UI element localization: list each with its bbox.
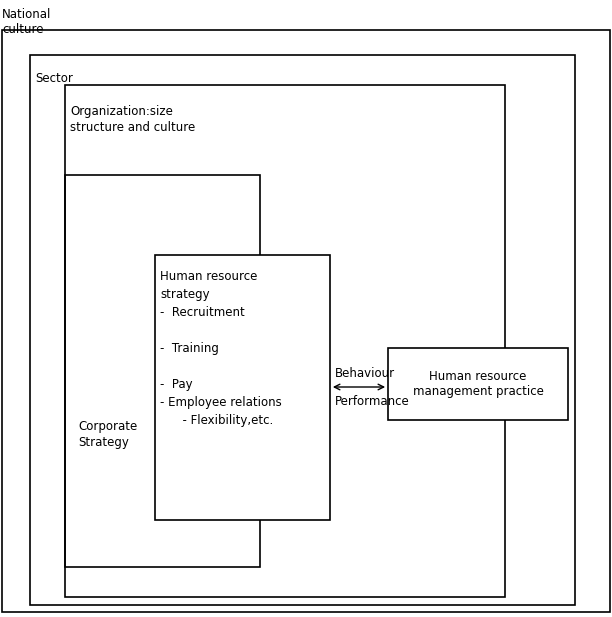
Text: Human resource
management practice: Human resource management practice — [412, 370, 543, 399]
Bar — [388, 348, 568, 420]
Bar — [65, 85, 505, 597]
Text: Behaviour: Behaviour — [335, 367, 395, 380]
Text: Organization:size
structure and culture: Organization:size structure and culture — [70, 105, 195, 134]
Text: National
culture: National culture — [2, 8, 51, 36]
Text: Corporate
Strategy: Corporate Strategy — [78, 420, 137, 449]
Bar — [30, 55, 575, 605]
Bar — [155, 255, 330, 520]
Bar — [65, 175, 260, 567]
Text: Performance: Performance — [335, 395, 410, 408]
Text: Sector: Sector — [35, 72, 73, 85]
Text: Human resource
strategy
-  Recruitment

-  Training

-  Pay
- Employee relations: Human resource strategy - Recruitment - … — [160, 270, 282, 427]
